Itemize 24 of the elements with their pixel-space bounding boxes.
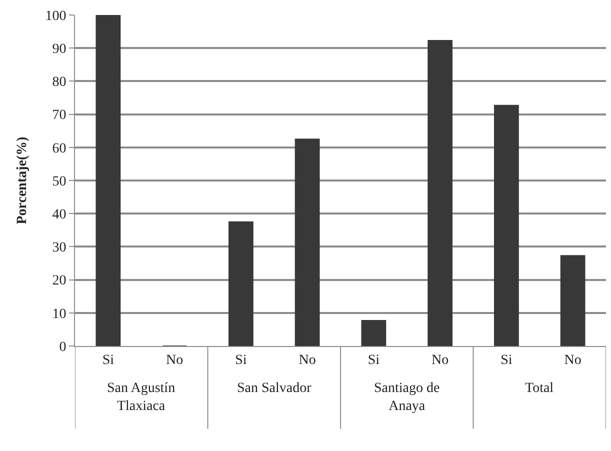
x-tick-label: Si bbox=[102, 352, 114, 368]
y-tick-label: 70 bbox=[52, 108, 66, 124]
x-tick-label: No bbox=[298, 352, 316, 368]
y-tick-label: 90 bbox=[52, 42, 66, 57]
y-tick-label: 100 bbox=[45, 8, 66, 24]
text: San Salvador bbox=[237, 381, 312, 396]
text: Total bbox=[525, 381, 554, 396]
text: Santiago de Anaya bbox=[374, 381, 440, 414]
y-tick-label: 80 bbox=[52, 75, 66, 90]
y-tick-label: 20 bbox=[52, 274, 66, 289]
y-tick-label: 40 bbox=[52, 208, 66, 222]
x-tick-label: No bbox=[431, 352, 449, 368]
y-tick-label: 60 bbox=[52, 141, 66, 156]
y-tick-label: 50 bbox=[52, 174, 66, 190]
y-axis-title: Porcentaje(%) bbox=[14, 136, 30, 224]
y-tick-label: 10 bbox=[52, 306, 66, 322]
text: San Agustín Tlaxiaca bbox=[107, 381, 176, 414]
y-tick-label: 30 bbox=[52, 240, 66, 256]
x-tick-label: Si bbox=[368, 352, 380, 368]
y-tick-label: 0 bbox=[59, 340, 66, 355]
x-tick-label: No bbox=[564, 352, 582, 368]
x-tick-label: Si bbox=[235, 352, 247, 368]
x-tick-label: No bbox=[166, 352, 184, 368]
x-tick-label: Si bbox=[500, 352, 512, 368]
